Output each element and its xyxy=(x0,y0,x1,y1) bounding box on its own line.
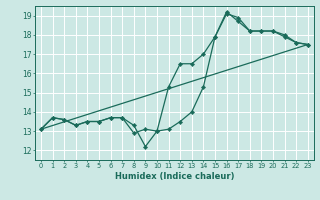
X-axis label: Humidex (Indice chaleur): Humidex (Indice chaleur) xyxy=(115,172,234,181)
